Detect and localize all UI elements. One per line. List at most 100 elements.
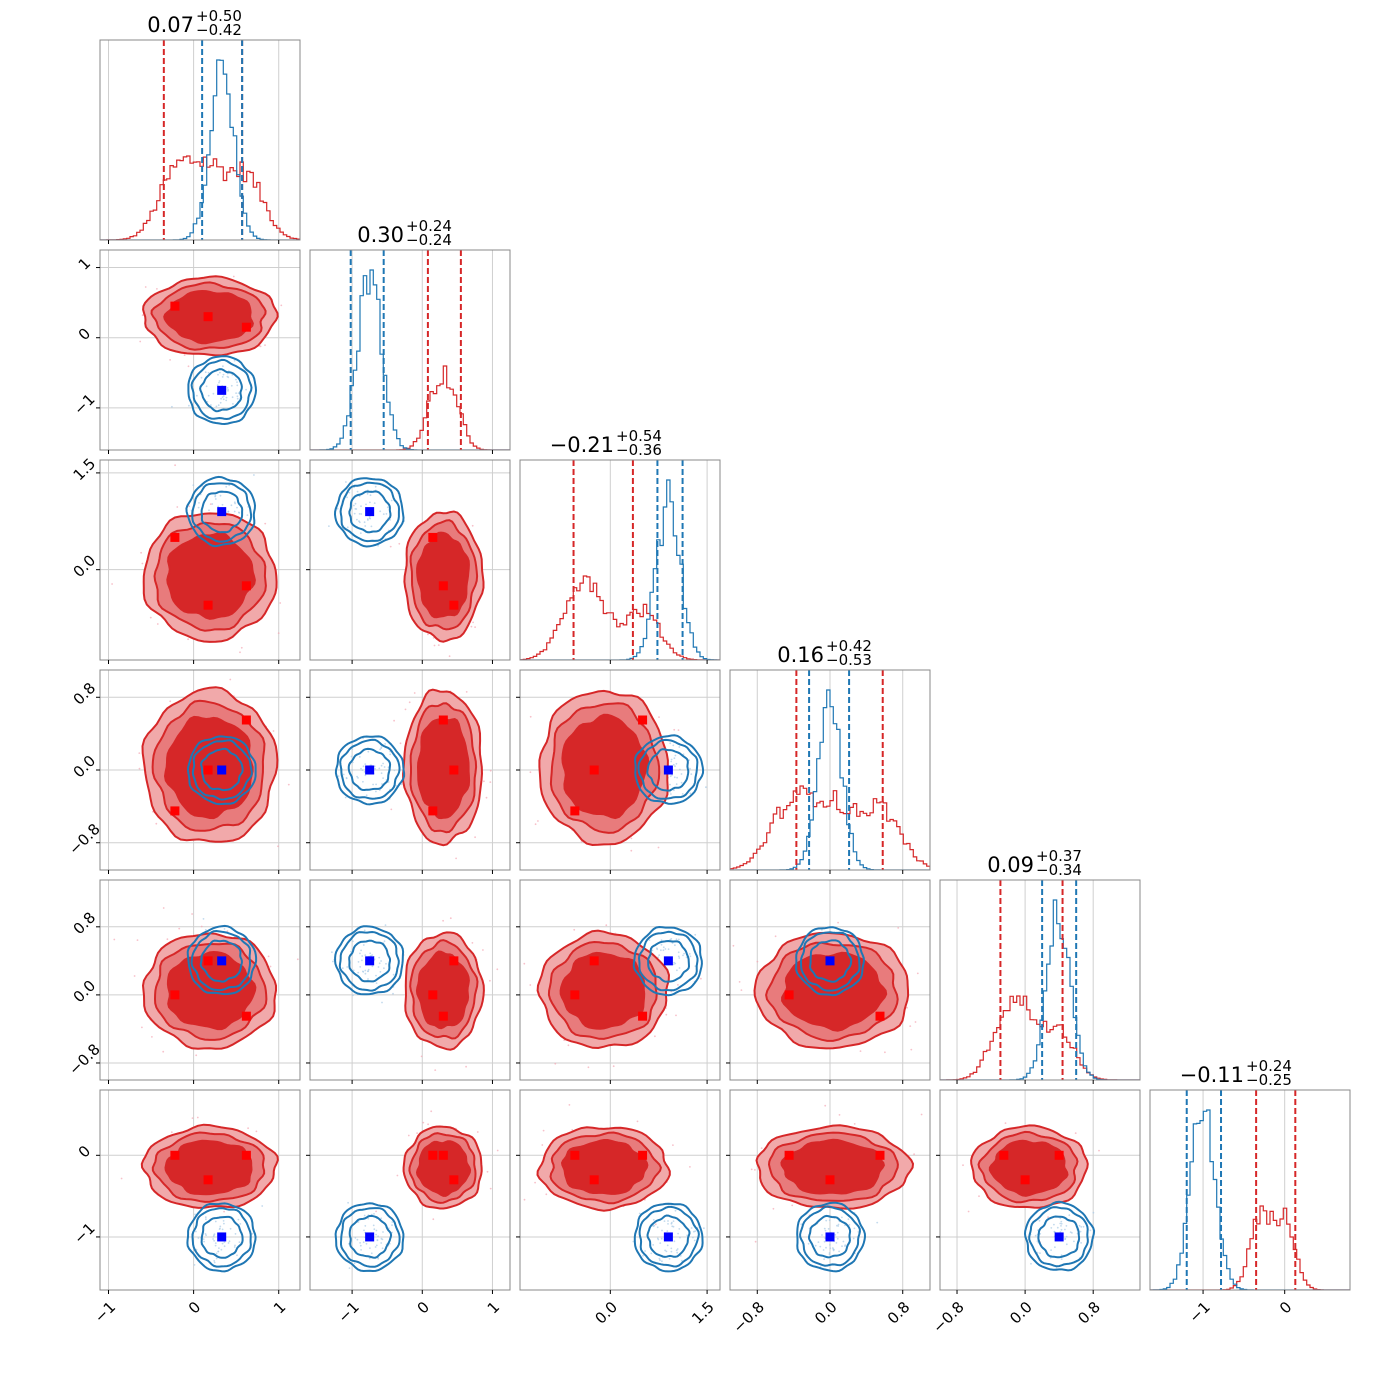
red-sample-dot bbox=[432, 1218, 435, 1221]
blue-sample-dot bbox=[1060, 1220, 1063, 1223]
blue-sample-dot bbox=[382, 513, 385, 515]
red-mode-marker bbox=[203, 1175, 213, 1185]
blue-sample-dot bbox=[1059, 1217, 1062, 1220]
red-sample-dot bbox=[485, 796, 488, 799]
blue-sample-dot bbox=[364, 763, 367, 765]
blue-contour-inner bbox=[348, 490, 392, 534]
blue-sample-dot bbox=[680, 773, 683, 775]
blue-sample-dot bbox=[663, 1220, 666, 1222]
panel-2-2 bbox=[519, 459, 721, 664]
blue-contour-inner bbox=[200, 490, 244, 534]
panel-3-2 bbox=[516, 669, 721, 874]
blue-contour-outer bbox=[796, 1201, 867, 1273]
x-tick-label: 1 bbox=[484, 1298, 503, 1317]
blue-sample-dot bbox=[228, 484, 231, 487]
blue-sample-dot bbox=[676, 1248, 679, 1250]
red-sample-dot bbox=[529, 771, 532, 774]
red-sample-dot bbox=[654, 1035, 656, 1038]
title-median: 0.07 bbox=[147, 13, 194, 37]
blue-sample-dot bbox=[842, 1240, 845, 1243]
blue-sample-dot bbox=[678, 967, 681, 969]
blue-sample-dot bbox=[664, 1249, 666, 1252]
red-mode-marker bbox=[170, 532, 180, 542]
blue-sample-dot bbox=[682, 954, 684, 957]
red-mode-marker bbox=[784, 1150, 794, 1160]
blue-sample-dot bbox=[221, 376, 224, 378]
blue-truth-marker bbox=[217, 956, 227, 966]
red-sample-dot bbox=[942, 1158, 944, 1160]
blue-contour-middle bbox=[191, 482, 253, 543]
red-mode-marker bbox=[241, 581, 251, 591]
red-contour-inner bbox=[416, 717, 471, 820]
blue-contour-inner bbox=[200, 747, 244, 792]
blue-contour-outer bbox=[334, 925, 405, 996]
blue-sample-dot bbox=[342, 773, 345, 776]
blue-sample-dot bbox=[1082, 1225, 1085, 1228]
red-mode-marker bbox=[203, 956, 213, 966]
blue-sample-dot bbox=[227, 388, 230, 391]
blue-sample-dot bbox=[238, 512, 241, 514]
red-sample-dot bbox=[541, 1144, 544, 1146]
blue-sample-dot bbox=[656, 1226, 659, 1229]
blue-contour-outer bbox=[187, 355, 258, 426]
blue-sample-dot bbox=[677, 951, 680, 954]
blue-sample-dot bbox=[683, 952, 685, 955]
title-median: 0.16 bbox=[777, 643, 824, 667]
blue-sample-dot bbox=[876, 1221, 879, 1224]
blue-sample-dot bbox=[217, 1250, 220, 1253]
x-tick-label: 0.0 bbox=[811, 1298, 841, 1328]
red-sample-dot bbox=[909, 1025, 912, 1027]
red-sample-dot bbox=[113, 938, 116, 941]
red-mode-marker bbox=[449, 765, 459, 775]
blue-sample-dot bbox=[359, 1242, 361, 1244]
blue-contour-inner bbox=[348, 939, 391, 983]
blue-sample-dot bbox=[369, 1247, 371, 1249]
red-sample-dot bbox=[1098, 1149, 1100, 1152]
blue-sample-dot bbox=[227, 376, 230, 379]
blue-sample-dot bbox=[379, 748, 381, 751]
blue-sample-dot bbox=[205, 1218, 207, 1221]
blue-sample-dot bbox=[678, 746, 681, 748]
blue-sample-dot bbox=[372, 783, 374, 786]
blue-sample-dot bbox=[652, 1219, 655, 1221]
red-contour-inner bbox=[559, 951, 646, 1030]
red-sample-dot bbox=[442, 919, 444, 922]
red-sample-dot bbox=[375, 1210, 377, 1213]
blue-sample-dot bbox=[362, 1241, 365, 1244]
blue-sample-dot bbox=[350, 755, 353, 758]
red-sample-dot bbox=[209, 503, 212, 505]
red-sample-dot bbox=[280, 304, 283, 307]
red-sample-dot bbox=[838, 1114, 841, 1116]
blue-sample-dot bbox=[648, 939, 651, 941]
panel-frame bbox=[99, 1089, 301, 1291]
red-sample-dot bbox=[630, 849, 633, 852]
blue-sample-dot bbox=[192, 484, 195, 487]
red-sample-dot bbox=[448, 655, 451, 658]
blue-sample-dot bbox=[837, 1225, 840, 1227]
panel-2-0 bbox=[96, 459, 305, 664]
title-median: 0.09 bbox=[987, 853, 1034, 877]
red-sample-dot bbox=[554, 1062, 557, 1065]
red-mode-marker bbox=[241, 1011, 251, 1021]
panel-frame bbox=[519, 459, 721, 661]
panel-frame bbox=[309, 1089, 511, 1291]
red-sample-dot bbox=[657, 846, 660, 849]
panel-4-1 bbox=[306, 879, 511, 1084]
red-sample-dot bbox=[303, 566, 305, 568]
red-mode-marker bbox=[638, 715, 648, 725]
red-sample-dot bbox=[437, 644, 440, 646]
blue-sample-dot bbox=[680, 781, 683, 784]
red-mode-marker bbox=[999, 1150, 1009, 1160]
blue-sample-dot bbox=[367, 970, 369, 973]
red-sample-dot bbox=[149, 616, 152, 619]
title-median: −0.11 bbox=[1180, 1063, 1244, 1087]
blue-sample-dot bbox=[219, 494, 222, 497]
blue-sample-dot bbox=[353, 1262, 356, 1265]
blue-sample-dot bbox=[366, 518, 369, 520]
blue-sample-dot bbox=[1078, 1224, 1081, 1227]
red-sample-dot bbox=[529, 715, 532, 718]
blue-sample-dot bbox=[204, 371, 207, 374]
red-sample-dot bbox=[738, 981, 741, 983]
blue-sample-dot bbox=[236, 395, 239, 398]
